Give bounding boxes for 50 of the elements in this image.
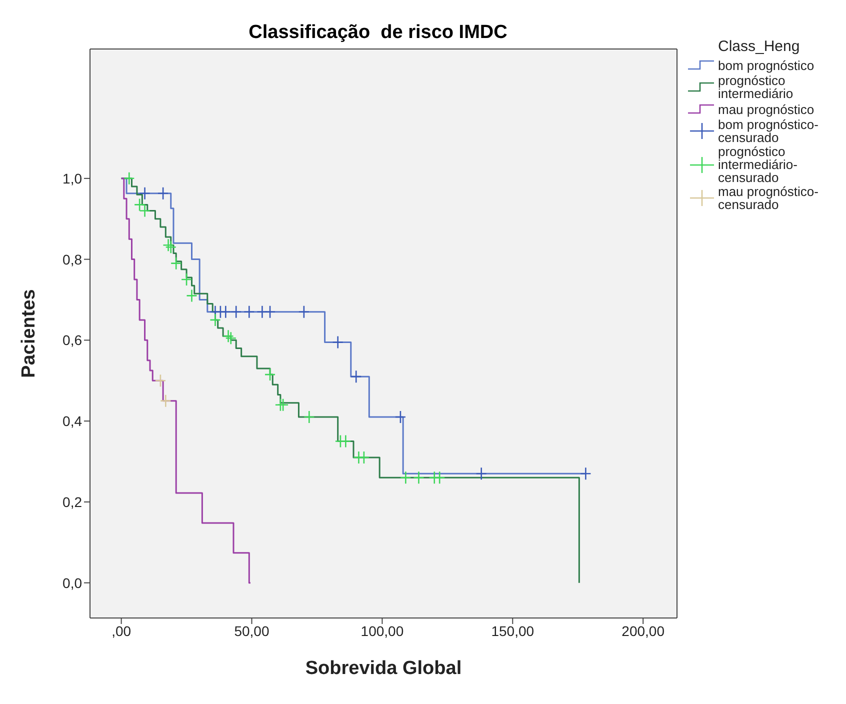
- point: [160, 394, 172, 408]
- y-tick-label: 1,0: [62, 170, 82, 186]
- point: [220, 305, 232, 319]
- y-axis-title: Pacientes: [18, 289, 40, 378]
- point: [225, 332, 237, 345]
- legend-label: mau prognóstico: [718, 102, 814, 116]
- point: [358, 450, 370, 464]
- point: [180, 272, 192, 286]
- y-tick-label: 0,6: [62, 332, 82, 348]
- y-tick-label: 0,2: [62, 494, 82, 510]
- point: [303, 410, 315, 424]
- point: [256, 305, 268, 319]
- point: [243, 305, 255, 319]
- point: [476, 466, 487, 480]
- point: [264, 368, 276, 382]
- point: [139, 186, 150, 200]
- point: [170, 256, 182, 270]
- point: [277, 398, 289, 412]
- point: [210, 313, 221, 327]
- point: [340, 434, 352, 448]
- point: [298, 305, 310, 319]
- point: [413, 471, 424, 484]
- point: [162, 238, 174, 252]
- x-tick-label: 200,00: [622, 622, 665, 639]
- point: [154, 374, 166, 388]
- point: [230, 305, 242, 319]
- point: [394, 410, 406, 424]
- point: [157, 186, 169, 200]
- legend-label: mau prognóstico-censurado: [718, 184, 820, 212]
- x-tick-label: 50,00: [234, 622, 270, 639]
- legend-label: bom prognóstico: [718, 58, 814, 72]
- point: [186, 289, 198, 302]
- x-axis-title: Sobrevida Global: [305, 658, 462, 679]
- point: [165, 240, 177, 254]
- y-tick-label: 0,0: [62, 574, 82, 591]
- x-tick-label: ,00: [112, 622, 132, 639]
- point: [123, 172, 135, 186]
- legend-title: Class_Heng: [718, 38, 801, 55]
- y-tick-label: 0,4: [62, 413, 82, 430]
- point: [222, 329, 234, 343]
- x-tick-label: 150,00: [491, 622, 534, 639]
- chart-title: Classificação de risco IMDC: [248, 22, 508, 44]
- point: [332, 336, 344, 349]
- point: [400, 471, 412, 484]
- point: [580, 466, 592, 480]
- point: [264, 305, 276, 319]
- x-tick-label: 100,00: [360, 622, 404, 639]
- point: [434, 471, 446, 484]
- y-tick-label: 0,8: [62, 251, 82, 268]
- point: [350, 370, 362, 384]
